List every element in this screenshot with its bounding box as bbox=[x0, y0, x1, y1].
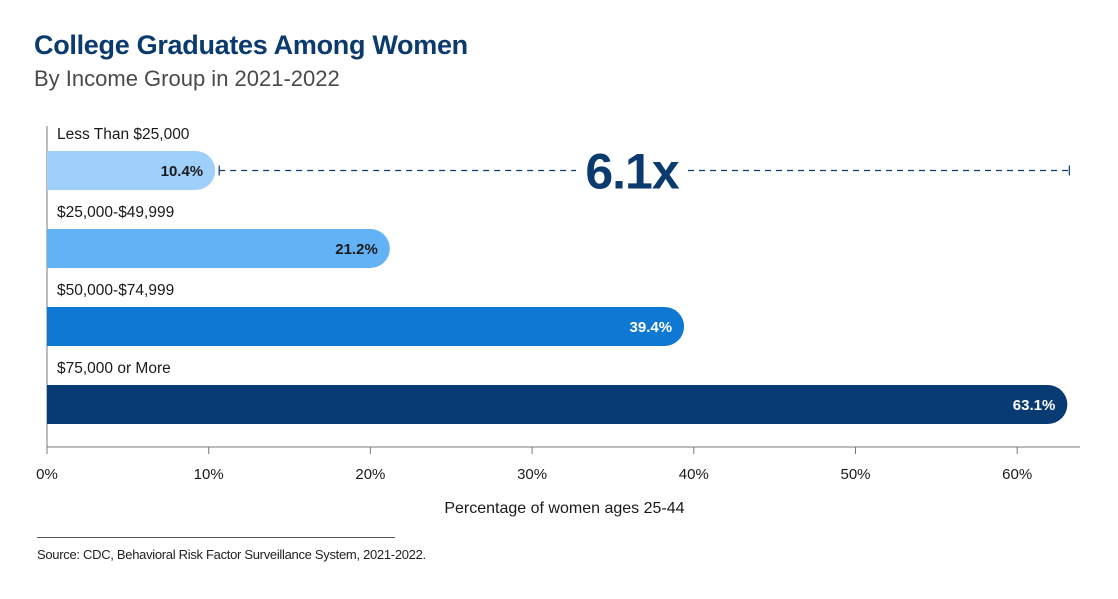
x-tick-label: 10% bbox=[194, 466, 224, 483]
bar bbox=[47, 151, 216, 190]
category-label: $75,000 or More bbox=[57, 360, 171, 377]
x-tick-label: 40% bbox=[679, 466, 709, 483]
bar-chart: 0% 10% 20% 30% 40% 50% 60% Percentage of women … bbox=[36, 126, 1080, 517]
axes: 0% 10% 20% 30% 40% 50% 60% Percentage of women … bbox=[36, 126, 1080, 517]
category-label: Less Than $25,000 bbox=[57, 126, 190, 143]
chart-title: College Graduates Among Women bbox=[34, 30, 468, 60]
bar bbox=[47, 385, 1068, 424]
x-tick-label: 0% bbox=[36, 466, 58, 483]
x-tick-label: 30% bbox=[517, 466, 547, 483]
category-label: $50,000-$74,999 bbox=[57, 282, 174, 299]
bar-value-label: 21.2% bbox=[335, 241, 378, 258]
chart-subtitle: By Income Group in 2021-2022 bbox=[34, 66, 340, 91]
bar bbox=[47, 229, 390, 268]
ratio-annotation: 6.1x bbox=[218, 144, 1070, 200]
x-tick-label: 60% bbox=[1002, 466, 1032, 483]
bar-value-label: 63.1% bbox=[1013, 397, 1056, 414]
bar-value-label: 39.4% bbox=[630, 319, 673, 336]
bar-value-label: 10.4% bbox=[161, 163, 204, 180]
source-divider bbox=[37, 537, 395, 538]
category-label: $25,000-$49,999 bbox=[57, 204, 174, 221]
bar bbox=[47, 307, 685, 346]
x-tick-label: 50% bbox=[840, 466, 870, 483]
source-note: Source: CDC, Behavioral Risk Factor Surv… bbox=[37, 547, 426, 562]
x-tick-label: 20% bbox=[355, 466, 385, 483]
bars: Less Than $25,000 10.4% $25,000-$49,999 21.… bbox=[47, 126, 1068, 424]
x-axis-title: Percentage of women ages 25-44 bbox=[444, 500, 684, 517]
annotation-ratio-text: 6.1x bbox=[585, 144, 680, 200]
